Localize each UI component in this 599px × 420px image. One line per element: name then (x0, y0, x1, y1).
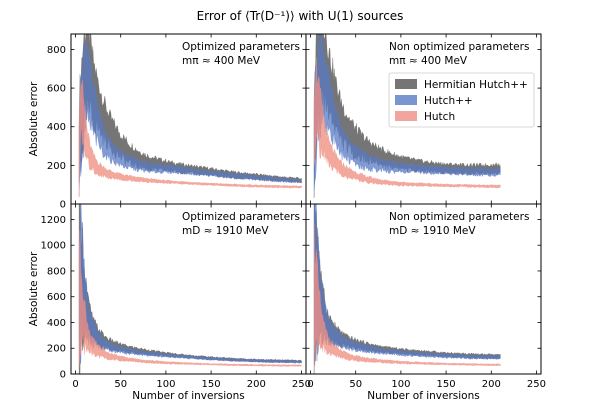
legend-label: Hutch++ (424, 95, 473, 107)
panel-annotation-title: Optimized parameters (182, 41, 300, 53)
y-tick-label: 800 (47, 266, 66, 277)
panel-annotation-title: Non optimized parameters (389, 211, 529, 223)
x-tick-label: 200 (247, 379, 266, 390)
y-tick-label: 600 (47, 292, 66, 303)
band-hutch- (78, 204, 302, 365)
x-tick-label: 50 (114, 379, 127, 390)
x-tick-label: 200 (482, 379, 501, 390)
y-tick-label: 1000 (41, 241, 66, 252)
panel-top-right: Non optimized parameters mπ ≈ 400 MeV Herm… (305, 33, 542, 205)
y-tick-label: 0 (60, 200, 66, 211)
panel-annotation-mass: mπ ≈ 400 MeV (389, 55, 468, 67)
y-tick-label: 200 (47, 344, 66, 355)
x-tick-label: 150 (437, 379, 456, 390)
x-tick-label: 250 (527, 379, 546, 390)
band-hutch (78, 230, 302, 367)
legend-swatch (395, 111, 417, 121)
x-axis-label: Number of inversions (367, 390, 479, 402)
figure-title: Error of ⟨Tr(D⁻¹)⟩ with U(1) sources (197, 9, 404, 23)
y-tick-label: 200 (47, 161, 66, 172)
x-axis-label: Number of inversions (132, 390, 244, 402)
legend-swatch (395, 95, 417, 105)
y-axis-label: Absolute error (28, 81, 40, 156)
panel-annotation-mass: mπ ≈ 400 MeV (182, 55, 261, 67)
x-tick-label: 100 (391, 379, 410, 390)
x-tick-label: 50 (349, 379, 362, 390)
panel-annotation-mass: mD ≈ 1910 MeV (389, 225, 476, 237)
panel-bottom-right: 0 50 100 150 200 250 Non optimized parameters m… (305, 203, 546, 402)
band-hutch (313, 57, 501, 189)
band-hutch (313, 223, 501, 367)
band-hutch- (313, 34, 501, 191)
panel-annotation-title: Optimized parameters (182, 211, 300, 223)
x-tick-label: 250 (292, 379, 311, 390)
plot-area (313, 204, 501, 374)
panel-annotation-mass: mD ≈ 1910 MeV (182, 225, 269, 237)
legend-label: Hutch (424, 111, 455, 123)
x-tick-label: 150 (202, 379, 221, 390)
plot-area (78, 34, 302, 198)
y-axis-label: Absolute error (28, 251, 40, 326)
band-hutch (78, 80, 302, 198)
panel-top-left: 0 200 400 600 800 Optimized parameters mπ ≈ 40… (28, 33, 307, 211)
band-hutch- (78, 41, 302, 197)
legend-box (388, 72, 535, 128)
panel-annotation-title: Non optimized parameters (389, 41, 529, 53)
x-tick-label: 0 (72, 379, 78, 390)
band-hutch- (313, 204, 501, 365)
y-tick-label: 1200 (41, 215, 66, 226)
legend: Hermitian Hutch++ Hutch++ Hutch (388, 72, 535, 128)
x-tick-label: 100 (156, 379, 175, 390)
plot-area (78, 204, 302, 374)
y-tick-label: 600 (47, 84, 66, 95)
y-tick-label: 400 (47, 122, 66, 133)
y-tick-label: 800 (47, 45, 66, 56)
x-tick-label: 0 (307, 379, 313, 390)
legend-label: Hermitian Hutch++ (424, 79, 528, 91)
axes-frame (305, 203, 542, 375)
plot-area (313, 34, 501, 198)
y-tick-label: 400 (47, 318, 66, 329)
legend-swatch (395, 79, 417, 89)
y-tick-label: 0 (60, 370, 66, 381)
